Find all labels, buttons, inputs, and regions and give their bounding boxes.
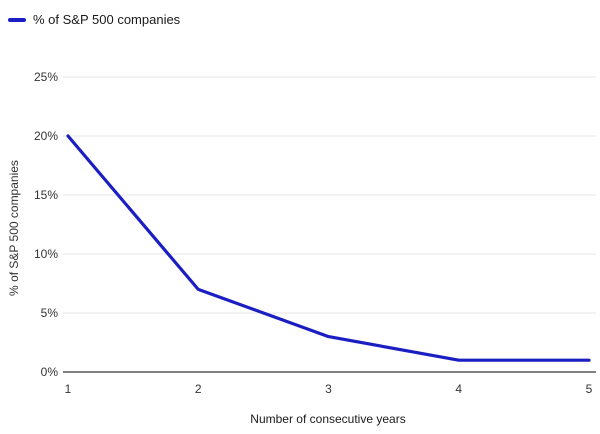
- x-axis-title: Number of consecutive years: [250, 412, 406, 426]
- series-line: [66, 134, 591, 362]
- x-tick-label: 5: [585, 382, 593, 396]
- legend: % of S&P 500 companies: [8, 11, 180, 28]
- y-tick-label: 15%: [33, 188, 58, 202]
- y-tick-label: 10%: [33, 247, 58, 261]
- y-tick-label: 20%: [33, 129, 58, 143]
- y-tick-label: 5%: [40, 306, 58, 320]
- x-tick-label: 1: [64, 382, 72, 396]
- y-tick-label: 25%: [33, 70, 58, 84]
- y-axis-tick-labels: 0% 5% 10% 15% 20% 25%: [0, 0, 58, 434]
- x-tick-label: 4: [455, 382, 463, 396]
- x-tick-label: 3: [325, 382, 332, 396]
- y-tick-label: 0%: [40, 365, 58, 379]
- legend-label: % of S&P 500 companies: [33, 12, 181, 27]
- x-tick-label: 2: [194, 382, 202, 396]
- legend-line-swatch: [8, 17, 26, 22]
